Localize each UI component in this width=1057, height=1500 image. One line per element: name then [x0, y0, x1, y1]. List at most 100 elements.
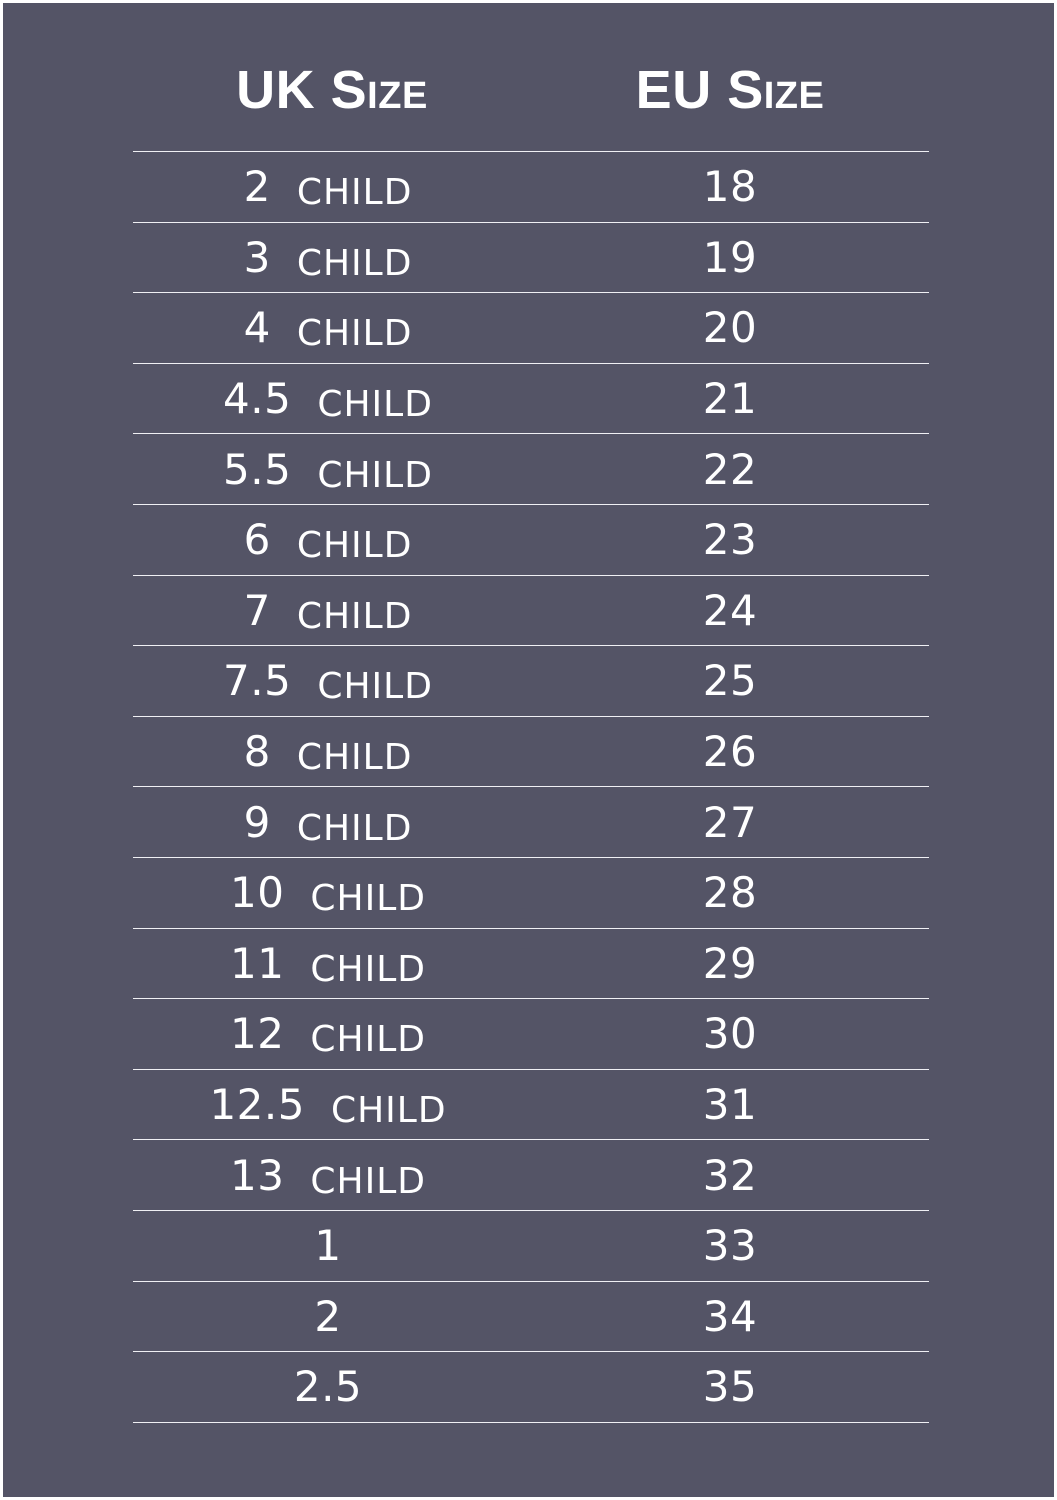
uk-size-cell: 13 CHILD — [133, 1150, 531, 1202]
table-row: 4.5 CHILD 21 — [133, 364, 929, 435]
uk-size-cell: 7.5 CHILD — [133, 656, 531, 708]
uk-size-value: 12 — [229, 1009, 285, 1059]
table-row: 3 CHILD 19 — [133, 223, 929, 294]
eu-size-cell: 31 — [531, 1080, 929, 1129]
eu-size-value: 20 — [702, 303, 758, 353]
size-table: UK Size EU Size 2 CHILD 18 3 CHILD 19 4 CHI… — [133, 43, 929, 1423]
uk-size-cell: 7 CHILD — [133, 585, 531, 637]
table-row: 4 CHILD 20 — [133, 293, 929, 364]
eu-size-cell: 23 — [531, 515, 929, 564]
uk-size-value: 10 — [229, 868, 285, 918]
uk-size-value: 3 — [243, 232, 271, 282]
table-row: 2.5 35 — [133, 1352, 929, 1423]
uk-size-value: 6 — [243, 515, 271, 565]
uk-size-value: 4 — [243, 303, 271, 353]
eu-size-value: 23 — [702, 515, 758, 565]
eu-size-cell: 19 — [531, 233, 929, 282]
child-label: CHILD — [310, 878, 427, 920]
uk-size-value: 9 — [243, 797, 271, 847]
child-label: CHILD — [296, 807, 413, 849]
eu-size-value: 31 — [702, 1080, 758, 1130]
uk-size-cell: 2 — [133, 1292, 531, 1341]
uk-size-cell: 6 CHILD — [133, 515, 531, 567]
eu-size-value: 27 — [702, 797, 758, 847]
uk-size-value: 13 — [229, 1150, 285, 1200]
uk-size-cell: 12 CHILD — [133, 1009, 531, 1061]
uk-size-value: 8 — [243, 727, 271, 777]
table-row: 12.5 CHILD 31 — [133, 1070, 929, 1141]
uk-size-value: 11 — [229, 938, 285, 988]
table-row: 11 CHILD 29 — [133, 929, 929, 1000]
eu-size-value: 24 — [702, 585, 758, 635]
eu-size-cell: 30 — [531, 1009, 929, 1058]
child-label: CHILD — [310, 1160, 427, 1202]
eu-size-cell: 32 — [531, 1151, 929, 1200]
uk-size-cell: 2 CHILD — [133, 162, 531, 213]
child-label: CHILD — [296, 737, 413, 779]
eu-size-cell: 33 — [531, 1221, 929, 1270]
eu-size-cell: 26 — [531, 727, 929, 776]
table-row: 12 CHILD 30 — [133, 999, 929, 1070]
child-label: CHILD — [296, 313, 413, 355]
uk-size-value: 2 — [314, 1291, 342, 1341]
uk-size-cell: 4.5 CHILD — [133, 374, 531, 426]
uk-size-value: 4.5 — [223, 374, 292, 424]
size-chart-panel: UK Size EU Size 2 CHILD 18 3 CHILD 19 4 CHI… — [3, 3, 1054, 1497]
child-label: CHILD — [296, 595, 413, 637]
table-header: UK Size EU Size — [133, 43, 929, 152]
eu-size-value: 26 — [702, 727, 758, 777]
uk-size-value: 12.5 — [209, 1080, 305, 1130]
table-row: 8 CHILD 26 — [133, 717, 929, 788]
uk-size-value: 7 — [243, 585, 271, 635]
table-row: 7 CHILD 24 — [133, 576, 929, 647]
table-row: 1 33 — [133, 1211, 929, 1282]
uk-size-value: 1 — [314, 1221, 342, 1271]
child-label: CHILD — [310, 1019, 427, 1061]
uk-size-cell: 12.5 CHILD — [133, 1080, 531, 1132]
uk-size-cell: 2.5 — [133, 1362, 531, 1411]
uk-size-heading: UK Size — [133, 43, 531, 151]
uk-size-cell: 4 CHILD — [133, 303, 531, 355]
eu-size-value: 30 — [702, 1009, 758, 1059]
eu-size-cell: 24 — [531, 586, 929, 635]
eu-size-cell: 29 — [531, 939, 929, 988]
uk-size-cell: 9 CHILD — [133, 797, 531, 849]
child-label: CHILD — [330, 1090, 447, 1132]
table-row: 10 CHILD 28 — [133, 858, 929, 929]
eu-size-cell: 28 — [531, 868, 929, 917]
uk-size-cell: 5.5 CHILD — [133, 444, 531, 496]
uk-size-value: 7.5 — [223, 656, 292, 706]
eu-size-value: 25 — [702, 656, 758, 706]
table-row: 9 CHILD 27 — [133, 787, 929, 858]
uk-size-cell: 10 CHILD — [133, 868, 531, 920]
eu-size-cell: 35 — [531, 1362, 929, 1411]
uk-size-cell: 11 CHILD — [133, 938, 531, 990]
child-label: CHILD — [296, 525, 413, 567]
table-row: 2 CHILD 18 — [133, 152, 929, 223]
eu-size-cell: 21 — [531, 374, 929, 423]
eu-size-value: 28 — [702, 868, 758, 918]
eu-size-heading: EU Size — [531, 43, 929, 151]
table-row: 5.5 CHILD 22 — [133, 434, 929, 505]
child-label: CHILD — [317, 384, 433, 426]
child-label: CHILD — [317, 454, 433, 496]
uk-size-value: 2.5 — [293, 1362, 363, 1412]
eu-size-value: 33 — [702, 1221, 758, 1271]
uk-size-value: 5.5 — [223, 444, 292, 494]
eu-size-value: 19 — [702, 232, 758, 282]
table-row: 7.5 CHILD 25 — [133, 646, 929, 717]
table-row: 2 34 — [133, 1282, 929, 1353]
eu-size-value: 18 — [702, 162, 758, 212]
child-label: CHILD — [317, 666, 433, 708]
eu-size-cell: 18 — [531, 162, 929, 211]
child-label: CHILD — [310, 948, 427, 990]
eu-size-heading-text: EU Size — [635, 60, 825, 120]
eu-size-cell: 20 — [531, 303, 929, 352]
eu-size-value: 21 — [702, 374, 758, 424]
uk-size-value: 2 — [243, 162, 271, 212]
eu-size-cell: 27 — [531, 798, 929, 847]
table-row: 13 CHILD 32 — [133, 1140, 929, 1211]
eu-size-value: 34 — [702, 1291, 758, 1341]
eu-size-value: 29 — [702, 938, 758, 988]
child-label: CHILD — [296, 242, 413, 284]
